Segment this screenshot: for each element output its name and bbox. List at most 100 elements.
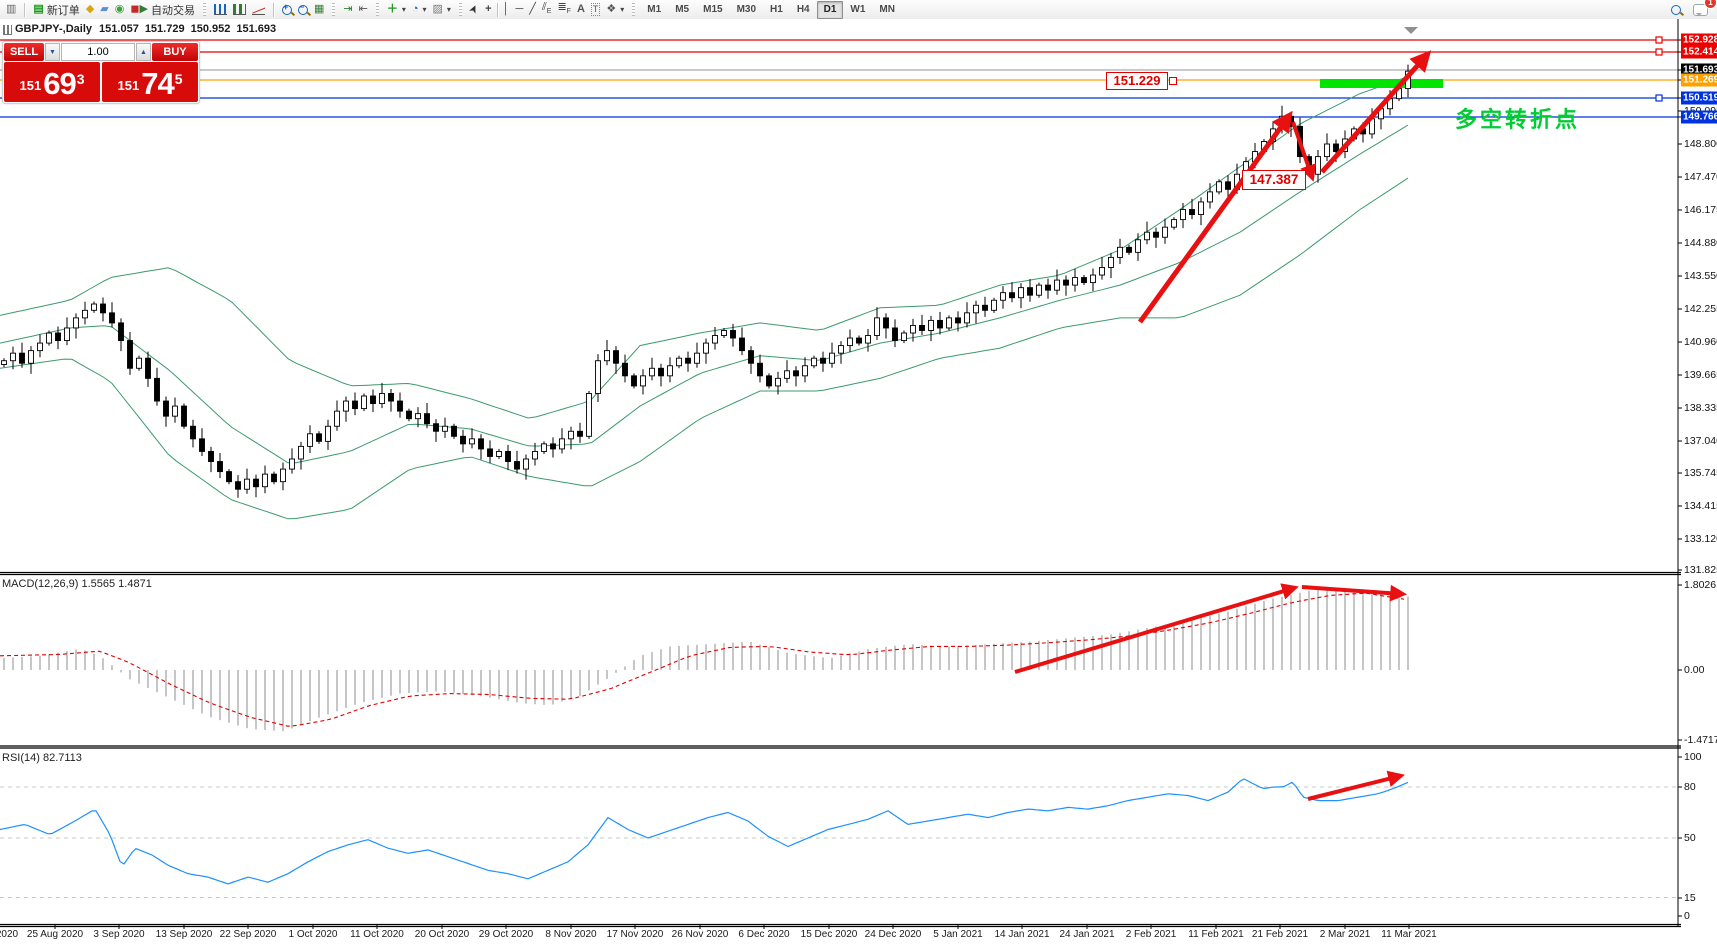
date-label[interactable]: 26 Nov 2020 [671, 929, 729, 940]
date-label[interactable]: 11 Oct 2020 [350, 929, 404, 940]
auto-scroll-button[interactable]: ⇥ [340, 1, 355, 18]
timeframe-m5[interactable]: M5 [675, 3, 690, 15]
signals-button[interactable]: ◉ [112, 1, 128, 18]
buy-price-tile[interactable]: 151 74 5 [102, 62, 198, 102]
volume-decrease-button[interactable]: ▼ [45, 43, 60, 61]
new-chart-button[interactable]: ▥ [3, 1, 19, 18]
date-label[interactable]: 2 Mar 2021 [1319, 929, 1371, 940]
price-badge-152.414[interactable]: 152.414 [1681, 45, 1717, 59]
date-label[interactable]: 8 Nov 2020 [545, 929, 597, 940]
buy-button[interactable]: BUY [152, 43, 198, 61]
channel-button[interactable]: ⫽E [539, 1, 555, 18]
price-badge-152.928[interactable]: 152.928 [1681, 33, 1717, 47]
search-button[interactable] [1668, 1, 1684, 18]
chart-canvas[interactable] [0, 19, 1717, 945]
date-label[interactable]: 15 Dec 2020 [800, 929, 858, 940]
price-badge-151.693[interactable]: 151.693 [1681, 63, 1717, 77]
candle-body [901, 332, 907, 342]
highlight-zone[interactable] [1320, 79, 1443, 88]
macd-signal-line[interactable] [0, 592, 1405, 727]
candle-body [388, 393, 394, 402]
trend-arrow-5[interactable] [1301, 584, 1408, 602]
horizontal-line-button[interactable]: ─ [512, 1, 526, 18]
price-tag-147387[interactable]: 147.387 [1242, 170, 1306, 190]
bollinger-lower-band[interactable] [0, 177, 1409, 520]
timeframe-m30[interactable]: M30 [736, 3, 757, 15]
timeframe-d1[interactable]: D1 [816, 0, 844, 19]
chart-shift-button[interactable]: ⇤ [356, 1, 371, 18]
market-button[interactable]: ◆ [83, 1, 97, 18]
date-label[interactable]: 20 Oct 2020 [414, 929, 470, 940]
trend-arrow-4[interactable] [1014, 583, 1299, 674]
date-label[interactable]: 24 Jan 2021 [1059, 929, 1115, 940]
notifications-button[interactable]: 1 [1690, 0, 1717, 18]
date-label[interactable]: 17 Nov 2020 [606, 929, 664, 940]
date-label[interactable]: 21 Feb 2021 [1251, 929, 1309, 940]
tile-windows-button[interactable]: ▦ [311, 1, 327, 18]
cursor-button[interactable]: ➤ [467, 1, 482, 18]
timeframe-h1[interactable]: H1 [770, 3, 783, 15]
chinese-note[interactable]: 多空转折点 [1455, 107, 1581, 132]
candle-body [226, 471, 232, 483]
hline-handle[interactable] [1655, 94, 1663, 102]
arrows-button[interactable]: ❖ ▾ [603, 1, 627, 18]
bollinger-middle-band[interactable] [0, 124, 1409, 464]
crosshair-button[interactable]: + [482, 1, 494, 18]
date-label[interactable]: 25 Aug 2020 [26, 929, 84, 940]
timeframe-h4[interactable]: H4 [796, 3, 810, 15]
chart-window[interactable]: GBPJPY-,Daily 151.057 151.729 150.952 15… [0, 19, 1717, 945]
indicators-button[interactable]: ＋ ▾ [384, 1, 409, 18]
date-label[interactable]: 1 Oct 2020 [288, 929, 338, 940]
vertical-line-button[interactable]: │ [500, 1, 513, 18]
hline-handle[interactable] [1655, 36, 1663, 44]
new-order-button[interactable]: ▤ 新订单 [30, 1, 82, 18]
trend-arrow-2[interactable] [1291, 121, 1317, 182]
autotrade-button[interactable]: ◼▶ 自动交易 [127, 1, 198, 18]
text-label-button[interactable]: T [588, 1, 604, 18]
timeframe-m1[interactable]: M1 [647, 3, 662, 15]
timeframe-m15[interactable]: M15 [703, 3, 723, 15]
bar-chart-button[interactable] [211, 1, 230, 18]
date-label[interactable]: 6 Dec 2020 [738, 929, 790, 940]
sell-button[interactable]: SELL [4, 43, 44, 61]
volume-input[interactable] [61, 43, 135, 61]
date-label[interactable]: 11 Feb 2021 [1188, 929, 1244, 940]
price-tag-151229[interactable]: 151.229 [1106, 72, 1168, 90]
price-badge-149.766[interactable]: 149.766 [1681, 110, 1717, 124]
date-label[interactable]: 16 Aug 2020 [0, 929, 19, 940]
date-label[interactable]: 29 Oct 2020 [478, 929, 534, 940]
hline-handle[interactable] [1655, 48, 1663, 56]
sell-price-tile[interactable]: 151 69 3 [4, 62, 100, 102]
line-chart-button[interactable] [249, 1, 268, 18]
trendline-button[interactable]: ╱ [526, 1, 539, 18]
date-label[interactable]: 11 Mar 2021 [1381, 929, 1437, 940]
trend-arrow-1[interactable] [1137, 110, 1293, 324]
fibonacci-button[interactable]: ≣F [554, 1, 574, 18]
date-label[interactable]: 3 Sep 2020 [93, 929, 145, 940]
chart-shift-icon: ⇤ [358, 3, 368, 15]
date-label[interactable]: 24 Dec 2020 [864, 929, 922, 940]
timeframe-w1[interactable]: W1 [850, 3, 866, 15]
date-label[interactable]: 2 Feb 2021 [1125, 929, 1177, 940]
template-button[interactable]: ▨ ▾ [430, 1, 454, 18]
chart-shift-marker[interactable] [1404, 27, 1418, 34]
price-badge-151.269[interactable]: 151.269 [1681, 73, 1717, 87]
community-button[interactable]: ▰ [97, 1, 111, 18]
zoom-out-button[interactable] [295, 1, 311, 18]
price-badge-150.519[interactable]: 150.519 [1681, 91, 1717, 105]
candlestick-button[interactable] [230, 1, 249, 18]
date-label[interactable]: 13 Sep 2020 [155, 929, 213, 940]
trend-arrow-3[interactable] [1320, 50, 1432, 174]
trend-arrow-6[interactable] [1307, 770, 1405, 801]
periods-button[interactable]: ◔ ▾ [409, 1, 430, 18]
timeframe-mn[interactable]: MN [879, 3, 895, 15]
zoom-in-button[interactable] [279, 1, 295, 18]
text-button[interactable]: A [574, 1, 588, 18]
date-label[interactable]: 14 Jan 2021 [994, 929, 1050, 940]
volume-increase-button[interactable]: ▲ [136, 43, 151, 61]
date-label[interactable]: 22 Sep 2020 [219, 929, 277, 940]
price-tag-handle[interactable] [1169, 77, 1177, 85]
bollinger-upper-band[interactable] [0, 76, 1409, 419]
rsi-line[interactable] [0, 778, 1409, 885]
date-label[interactable]: 5 Jan 2021 [933, 929, 983, 940]
